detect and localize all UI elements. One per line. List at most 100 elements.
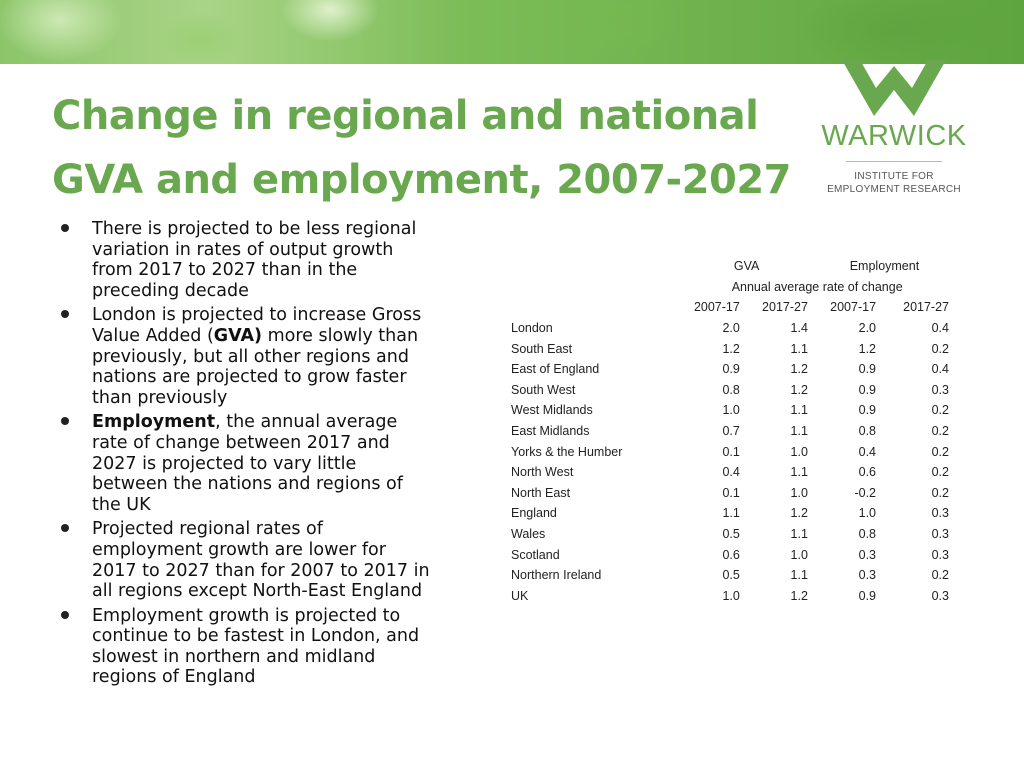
table-year-header-row: 2007-17 2017-27 2007-17 2017-27 [505,297,955,318]
table-cell-value: 1.2 [790,588,808,603]
table-row: UK 1.0 1.2 0.9 0.3 [505,586,955,607]
table-cell-region: East Midlands [511,424,590,439]
table-cell-value: 0.2 [931,568,949,583]
table-cell-value: 0.8 [722,382,740,397]
table-cell-value: 1.0 [790,485,808,500]
table-row: East Midlands 0.7 1.1 0.8 0.2 [505,421,955,442]
bullet-bold-text: Employment [92,412,216,433]
table-cell-value: 0.9 [858,382,877,397]
table-cell-value: 1.0 [722,588,740,603]
title-line-1: Change in regional and national [52,93,759,139]
table-cell-value: 0.2 [931,485,949,500]
table-cell-value: 0.3 [931,527,949,542]
table-row: East of England 0.9 1.2 0.9 0.4 [505,359,955,380]
logo-wordmark: WARWICK [821,120,967,152]
table-cell-value: 2.0 [722,321,740,336]
bullet-text: Employment growth is projected to contin… [92,605,420,688]
table-cell-value: 0.3 [931,588,949,603]
warwick-logo: WARWICK INSTITUTE FOR EMPLOYMENT RESEARC… [812,60,976,200]
table-cell-value: 1.1 [790,527,808,542]
table-cell-value: 1.0 [790,547,808,562]
table-cell-region: England [511,506,557,521]
table-cell-value: 0.9 [858,362,877,377]
table-group-employment: Employment [849,259,920,274]
table-row: Northern Ireland 0.5 1.1 0.3 0.2 [505,565,955,586]
bullet-item: Employment, the annual average rate of c… [56,412,436,515]
table-cell-value: 1.2 [722,341,740,356]
bullet-item: London is projected to increase Gross Va… [56,305,436,408]
table-cell-value: 0.8 [858,424,877,439]
table-row: South East 1.2 1.1 1.2 0.2 [505,338,955,359]
table-row: North West 0.4 1.1 0.6 0.2 [505,462,955,483]
table-cell-region: London [511,321,553,336]
table-cell-value: 0.1 [722,485,740,500]
table-header-blank [505,297,679,318]
table-cell-value: 0.3 [858,568,877,583]
table-group-header-row: GVA Employment [505,256,955,277]
slide-title: Change in regional and national GVA and … [52,84,792,212]
table-year-header: 2017-27 [762,300,808,315]
table-cell-value: 0.2 [931,424,949,439]
table-cell-region: Wales [511,527,546,542]
table-cell-value: 0.2 [931,465,949,480]
table-cell-value: 0.9 [722,362,740,377]
title-line-2: GVA and employment, 2007-2027 [52,157,791,203]
table-group-gva: GVA [733,259,760,274]
warwick-chevron-icon [842,60,946,116]
table-cell-value: 1.0 [858,506,877,521]
table-cell-value: 0.4 [931,362,949,377]
table-row: England 1.1 1.2 1.0 0.3 [505,503,955,524]
logo-subtitle-line-1: INSTITUTE FOR [854,171,934,182]
table-year-header: 2007-17 [693,300,740,315]
bullet-text: Projected regional rates of employment g… [92,519,430,602]
table-row: London 2.0 1.4 2.0 0.4 [505,318,955,339]
table-cell-value: 0.9 [858,588,877,603]
table-cell-value: 1.1 [790,341,808,356]
table-cell-value: 0.5 [722,527,740,542]
logo-subtitle-line-2: EMPLOYMENT RESEARCH [827,184,961,195]
table-cell-value: 1.1 [790,403,808,418]
bullet-item: Employment growth is projected to contin… [56,606,436,688]
bullet-text: more slowly than previously, but all oth… [92,325,419,408]
table-cell-region: Northern Ireland [511,568,602,583]
table-cell-value: 1.1 [790,568,808,583]
table-cell-value: 0.2 [931,444,949,459]
logo-divider [846,161,942,162]
table-cell-value: 0.1 [722,444,740,459]
table-cell-value: 0.5 [722,568,740,583]
table-cell-value: 1.2 [790,382,808,397]
table-row: North East 0.1 1.0 -0.2 0.2 [505,483,955,504]
bullet-bold-text: GVA) [213,325,263,346]
table-cell-region: North West [511,465,574,480]
table-subheader-row: Annual average rate of change [505,277,955,298]
table-cell-value: 2.0 [858,321,877,336]
bullet-text: London is projected to increase Gross Va… [92,305,422,346]
table-cell-value: 1.1 [722,506,740,521]
table-cell-region: South East [511,341,573,356]
table-cell-value: 0.4 [931,321,949,336]
table-cell-value: 0.3 [931,382,949,397]
table-cell-region: South West [511,382,576,397]
table-cell-value: 0.7 [722,424,740,439]
table-cell-value: 0.9 [858,403,877,418]
table-row: West Midlands 1.0 1.1 0.9 0.2 [505,400,955,421]
bullet-list: There is projected to be less regional v… [56,219,436,692]
table-header-blank [505,277,679,298]
bullet-item: Projected regional rates of employment g… [56,519,436,601]
table-cell-value: 0.6 [858,465,877,480]
table-cell-value: 1.2 [858,341,877,356]
gva-employment-table: GVA Employment Annual average rate of ch… [505,256,955,606]
table-cell-value: 1.0 [790,444,808,459]
logo-subtitle: INSTITUTE FOR EMPLOYMENT RESEARCH [812,170,976,196]
table-cell-region: Scotland [511,547,560,562]
table-row: Scotland 0.6 1.0 0.3 0.3 [505,544,955,565]
table-cell-value: 1.4 [790,321,808,336]
table-cell-value: 0.4 [722,465,740,480]
table-header-blank [505,256,679,277]
table-cell-value: 1.0 [722,403,740,418]
table-cell-region: West Midlands [511,403,593,418]
table-cell-value: 1.1 [790,424,808,439]
table-cell-region: North East [511,485,571,500]
table-subheader: Annual average rate of change [731,279,903,294]
table-row: Wales 0.5 1.1 0.8 0.3 [505,524,955,545]
